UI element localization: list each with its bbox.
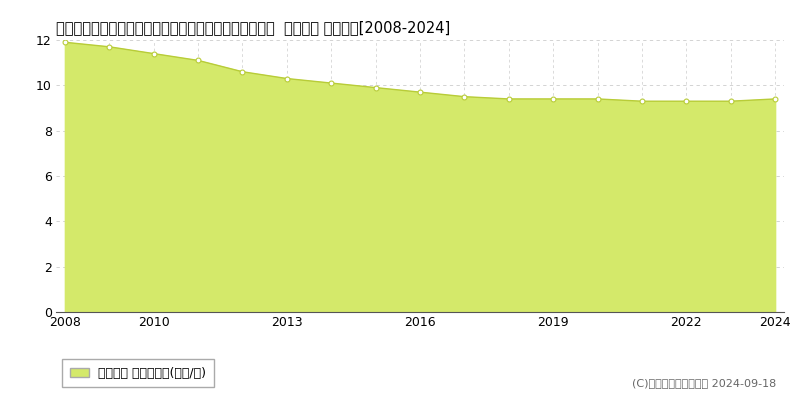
Text: 佐賀県三養基郡上峰町大字坊所字二本谷２４５８番６外  基準地価 地価推移[2008-2024]: 佐賀県三養基郡上峰町大字坊所字二本谷２４５８番６外 基準地価 地価推移[2008… [56, 20, 450, 35]
Legend: 基準地価 平均坪単価(万円/坪): 基準地価 平均坪単価(万円/坪) [62, 359, 214, 387]
Text: (C)土地価格ドットコム 2024-09-18: (C)土地価格ドットコム 2024-09-18 [632, 378, 776, 388]
